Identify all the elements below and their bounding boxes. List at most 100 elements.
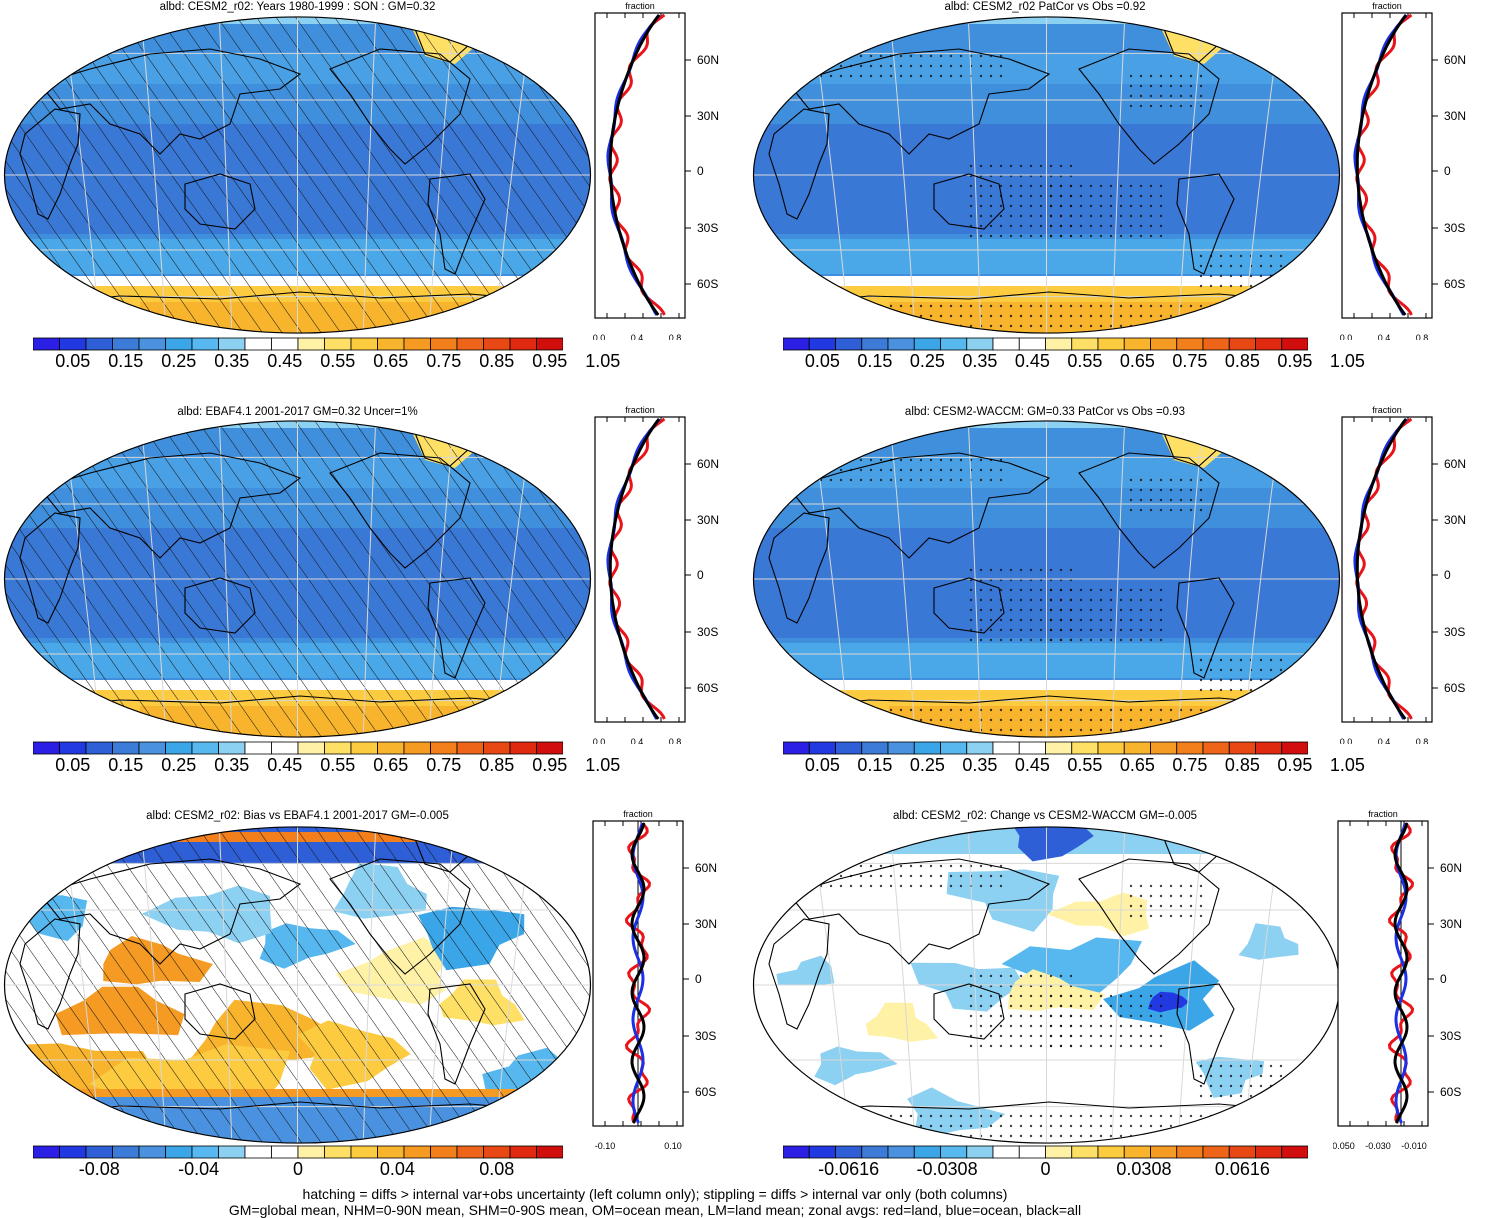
colorbar-swatch: [403, 1145, 431, 1159]
coastline: [933, 577, 1005, 634]
lat-tick-label: 60S: [1440, 1085, 1461, 1099]
colorbar-swatch: [191, 337, 219, 351]
colorbar-swatch: [33, 741, 60, 755]
panel-p1: albd: CESM2_r02: Years 1980-1999 : SON :…: [0, 0, 740, 380]
colorbar-swatch: [913, 1145, 941, 1159]
colorbar-swatch: [940, 741, 968, 755]
zonal-axis-title: fraction: [1368, 809, 1398, 819]
coastline: [19, 512, 81, 624]
zonal-mean-plot: fraction 60N 30N 0 30S 60S -0.050 -0.030 -0.010: [1333, 809, 1462, 1151]
colorbar-swatch: [324, 741, 352, 755]
map-plot: [752, 420, 1341, 738]
colorbar-swatch: [1281, 337, 1308, 351]
coastline: [184, 577, 256, 634]
zonal-mean-plot: fraction 60N 30N 0 30S 60S 0.0 0.4 0.8: [1340, 405, 1466, 744]
colorbar-swatch: [940, 1145, 968, 1159]
colorbar-swatch: [218, 1145, 246, 1159]
coastline: [329, 858, 471, 975]
colorbar-tick-label: 0.15: [108, 755, 144, 775]
coastline: [39, 48, 302, 155]
lat-tick-label: 60S: [1444, 277, 1465, 291]
lat-tick-label: 60S: [695, 1085, 716, 1099]
colorbar-swatch: [861, 337, 889, 351]
colorbar-swatch: [1281, 1145, 1308, 1159]
zonal-axes-box: [1337, 820, 1429, 1127]
longitude-line: [967, 826, 982, 1144]
colorbar-swatch: [1123, 741, 1151, 755]
map-plot: [3, 16, 592, 334]
zonal-axis-title: fraction: [1372, 1, 1402, 11]
panel-p5: albd: CESM2_r02: Bias vs EBAF4.1 2001-20…: [0, 808, 740, 1188]
colorbar-swatch: [377, 337, 405, 351]
zonal-x-tick-label: -0.050: [1333, 1141, 1355, 1151]
lat-tick-label: 60S: [1444, 681, 1465, 695]
lat-tick-label: 0: [695, 972, 702, 986]
colorbar-swatch: [1045, 337, 1073, 351]
colorbar-swatch: [1281, 741, 1308, 755]
anomaly-region: [1001, 937, 1142, 994]
colorbar-swatch: [808, 1145, 836, 1159]
panel-title: albd: CESM2_r02 PatCor vs Obs =0.92: [944, 1, 1146, 13]
stipple-region: [1049, 588, 1169, 648]
lat-tick-label: 60N: [697, 53, 719, 67]
colorbar-swatch: [1045, 741, 1073, 755]
colorbar-tick-label: 0.65: [373, 351, 409, 371]
colorbar-swatch: [456, 1145, 484, 1159]
lat-tick-label: 30N: [1444, 513, 1466, 527]
colorbar-tick-label: 0.35: [214, 755, 250, 775]
colorbar-tick-label: 1.05: [585, 351, 621, 371]
colorbar-swatch: [85, 337, 113, 351]
colorbar-swatch: [271, 1145, 299, 1159]
lat-tick-label: 60N: [1440, 861, 1462, 875]
colorbar-swatch: [297, 741, 325, 755]
coastline: [19, 108, 81, 220]
colorbar-swatch: [244, 1145, 272, 1159]
colorbar-tick-label: 0.65: [1119, 351, 1155, 371]
anomaly-region: [1046, 892, 1149, 937]
colorbar-swatch: [1045, 1145, 1073, 1159]
zonal-x-tick-label: 0.0: [1340, 737, 1353, 744]
colorbar-swatch: [33, 337, 60, 351]
lat-tick-label: 30S: [1440, 1029, 1461, 1043]
longitude-line: [1111, 420, 1126, 738]
colorbar: [33, 1145, 563, 1159]
coastline: [788, 695, 1310, 709]
colorbar-swatch: [536, 1145, 563, 1159]
panel-p6: albd: CESM2_r02: Change vs CESM2-WACCM G…: [745, 808, 1485, 1188]
colorbar-tick-label: 0.55: [320, 755, 356, 775]
colorbar-swatch: [1150, 1145, 1178, 1159]
lat-tick-label: 30N: [697, 513, 719, 527]
colorbar-swatch: [1150, 741, 1178, 755]
colorbar-swatch: [350, 741, 378, 755]
zonal-x-tick-label: -0.010: [1401, 1141, 1427, 1151]
map-border: [3, 826, 592, 1144]
colorbar-swatch: [509, 741, 537, 755]
zonal-axis-title: fraction: [623, 809, 653, 819]
map-border: [3, 16, 592, 334]
lat-tick-label: 0: [1440, 972, 1447, 986]
colorbar-swatch: [483, 337, 511, 351]
colorbar-swatch: [808, 337, 836, 351]
colorbar-labels: -0.08 -0.04 0 0.04 0.08: [33, 1159, 563, 1181]
colorbar-tick-label: 0.04: [379, 1159, 415, 1179]
colorbar-swatch: [992, 1145, 1020, 1159]
colorbar-tick-label: 1.05: [585, 755, 621, 775]
zonal-frame: [1337, 820, 1429, 1127]
map-field: [4, 420, 591, 738]
zonal-x-tick-label: 0.8: [1416, 333, 1429, 340]
colorbar-tick-label: 0.55: [320, 351, 356, 371]
lat-tick-label: 60N: [695, 861, 717, 875]
colorbar-swatch: [835, 1145, 863, 1159]
lat-tick-label: 0: [697, 164, 704, 178]
colorbar-tick-label: 0: [292, 1159, 304, 1179]
colorbar-swatch: [244, 337, 272, 351]
colorbar-swatch: [1018, 337, 1046, 351]
lat-tick-label: 30S: [1444, 625, 1465, 639]
map-plot: [752, 826, 1341, 1144]
longitude-line: [889, 16, 916, 334]
colorbar-tick-label: 0.35: [962, 755, 998, 775]
coastline: [768, 512, 830, 624]
colorbar-tick-label: 0.25: [909, 351, 945, 371]
colorbar-swatch: [1176, 741, 1204, 755]
colorbar-swatch: [377, 741, 405, 755]
